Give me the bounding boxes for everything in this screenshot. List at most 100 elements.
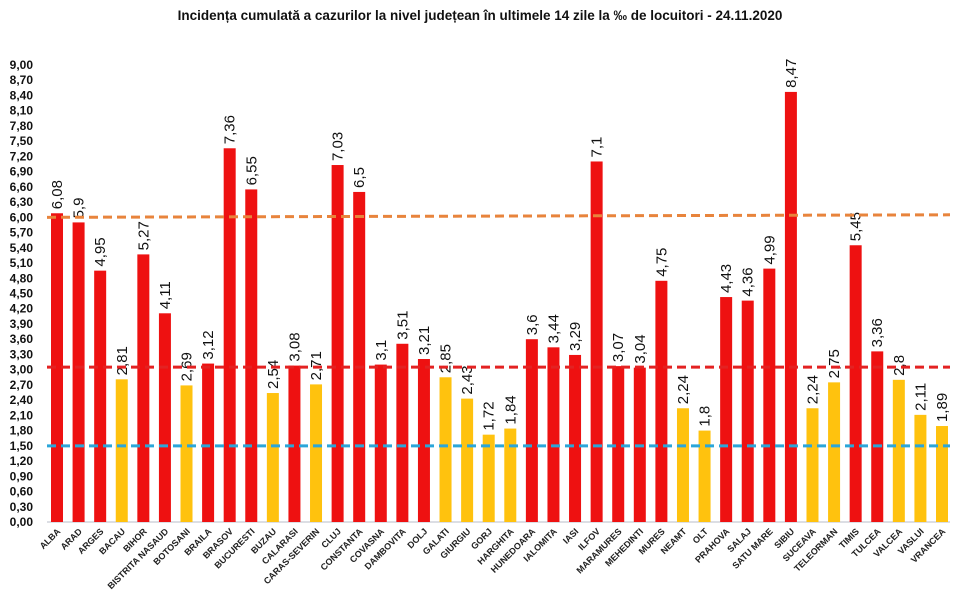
value-label: 2,11 <box>912 383 929 411</box>
bar <box>245 189 258 522</box>
y-tick-label: 0,30 <box>10 500 34 514</box>
value-label: 3,21 <box>416 326 433 355</box>
y-tick-label: 3,30 <box>10 347 34 361</box>
value-label: 5,9 <box>71 198 88 219</box>
value-label: 3,29 <box>567 322 584 351</box>
value-label: 3,12 <box>200 330 217 359</box>
y-tick-label: 6,60 <box>10 180 34 194</box>
bar <box>94 270 107 522</box>
y-tick-label: 4,20 <box>10 302 34 316</box>
y-tick-label: 0,90 <box>10 469 34 483</box>
bar <box>417 359 430 522</box>
category-label: ALBA <box>38 526 63 551</box>
value-label: 2,75 <box>826 349 843 378</box>
y-tick-label: 2,40 <box>10 393 34 407</box>
value-label: 1,84 <box>502 395 519 424</box>
bar <box>698 430 711 522</box>
value-label: 3,36 <box>869 318 886 347</box>
reference-line <box>46 213 951 219</box>
bar <box>202 363 215 522</box>
y-tick-label: 8,70 <box>10 73 34 87</box>
y-tick-label: 0,00 <box>10 515 34 529</box>
value-label: 3,6 <box>524 314 541 335</box>
bar <box>741 300 754 522</box>
value-label: 3,08 <box>286 332 303 361</box>
bar <box>871 351 884 522</box>
value-label: 3,51 <box>394 311 411 340</box>
value-label: 6,5 <box>351 167 368 188</box>
bar <box>115 379 128 522</box>
bar <box>461 398 474 522</box>
bar <box>828 382 841 522</box>
value-label: 1,8 <box>697 406 714 427</box>
bar <box>849 245 862 522</box>
bar <box>676 408 689 522</box>
y-tick-label: 7,20 <box>10 149 34 163</box>
bar <box>914 414 927 522</box>
y-tick-label: 2,70 <box>10 378 34 392</box>
bar <box>223 148 236 522</box>
bar <box>331 165 344 522</box>
value-label: 4,95 <box>92 237 109 266</box>
value-label: 2,24 <box>675 375 692 404</box>
value-label: 3,44 <box>545 314 562 343</box>
value-label: 4,99 <box>761 235 778 264</box>
y-tick-label: 7,80 <box>10 119 34 133</box>
y-tick-label: 8,10 <box>10 104 34 118</box>
y-tick-label: 6,00 <box>10 210 34 224</box>
bar <box>439 377 452 522</box>
bar <box>784 91 797 522</box>
value-label: 2,54 <box>265 360 282 389</box>
value-label: 1,72 <box>481 401 498 430</box>
y-tick-label: 6,90 <box>10 165 34 179</box>
value-label: 3,07 <box>610 333 627 362</box>
y-tick-label: 2,10 <box>10 408 34 422</box>
y-tick-label: 6,30 <box>10 195 34 209</box>
bar <box>763 268 776 522</box>
bar <box>892 379 905 522</box>
value-label: 5,45 <box>848 212 865 241</box>
bar <box>569 354 582 522</box>
bar <box>482 434 495 522</box>
y-tick-label: 1,80 <box>10 424 34 438</box>
bar <box>288 365 301 522</box>
value-label: 4,11 <box>157 281 174 309</box>
bar <box>72 222 85 522</box>
value-label: 2,81 <box>114 346 131 375</box>
y-tick-label: 3,60 <box>10 332 34 346</box>
bar <box>353 191 366 522</box>
bar <box>396 343 409 522</box>
bar <box>374 364 387 522</box>
value-label: 1,89 <box>934 393 951 422</box>
y-tick-label: 3,90 <box>10 317 34 331</box>
value-label: 3,1 <box>373 340 390 361</box>
bar <box>720 297 733 522</box>
value-label: 3,04 <box>632 334 649 363</box>
y-tick-label: 8,40 <box>10 88 34 102</box>
value-label: 7,1 <box>589 137 606 158</box>
value-label: 8,47 <box>783 59 800 88</box>
bar <box>158 313 171 522</box>
y-tick-label: 0,60 <box>10 485 34 499</box>
value-label: 2,85 <box>438 344 455 373</box>
value-label: 6,55 <box>243 156 260 185</box>
bar <box>936 426 948 522</box>
y-tick-label: 5,70 <box>10 226 34 240</box>
value-label: 7,03 <box>330 132 347 161</box>
y-tick-label: 1,20 <box>10 454 34 468</box>
y-tick-label: 5,10 <box>10 256 34 270</box>
bar <box>525 339 538 522</box>
y-tick-label: 4,80 <box>10 271 34 285</box>
chart-title: Incidența cumulată a cazurilor la nivel … <box>177 8 783 23</box>
bar <box>310 384 323 522</box>
y-tick-label: 7,50 <box>10 134 34 148</box>
value-label: 2,43 <box>459 365 476 394</box>
y-tick-label: 1,50 <box>10 439 34 453</box>
bar <box>180 385 193 522</box>
value-label: 4,36 <box>740 267 757 296</box>
value-label: 5,27 <box>135 221 152 250</box>
value-label: 2,8 <box>891 355 908 376</box>
value-label: 4,75 <box>653 248 670 277</box>
y-tick-label: 5,40 <box>10 241 34 255</box>
